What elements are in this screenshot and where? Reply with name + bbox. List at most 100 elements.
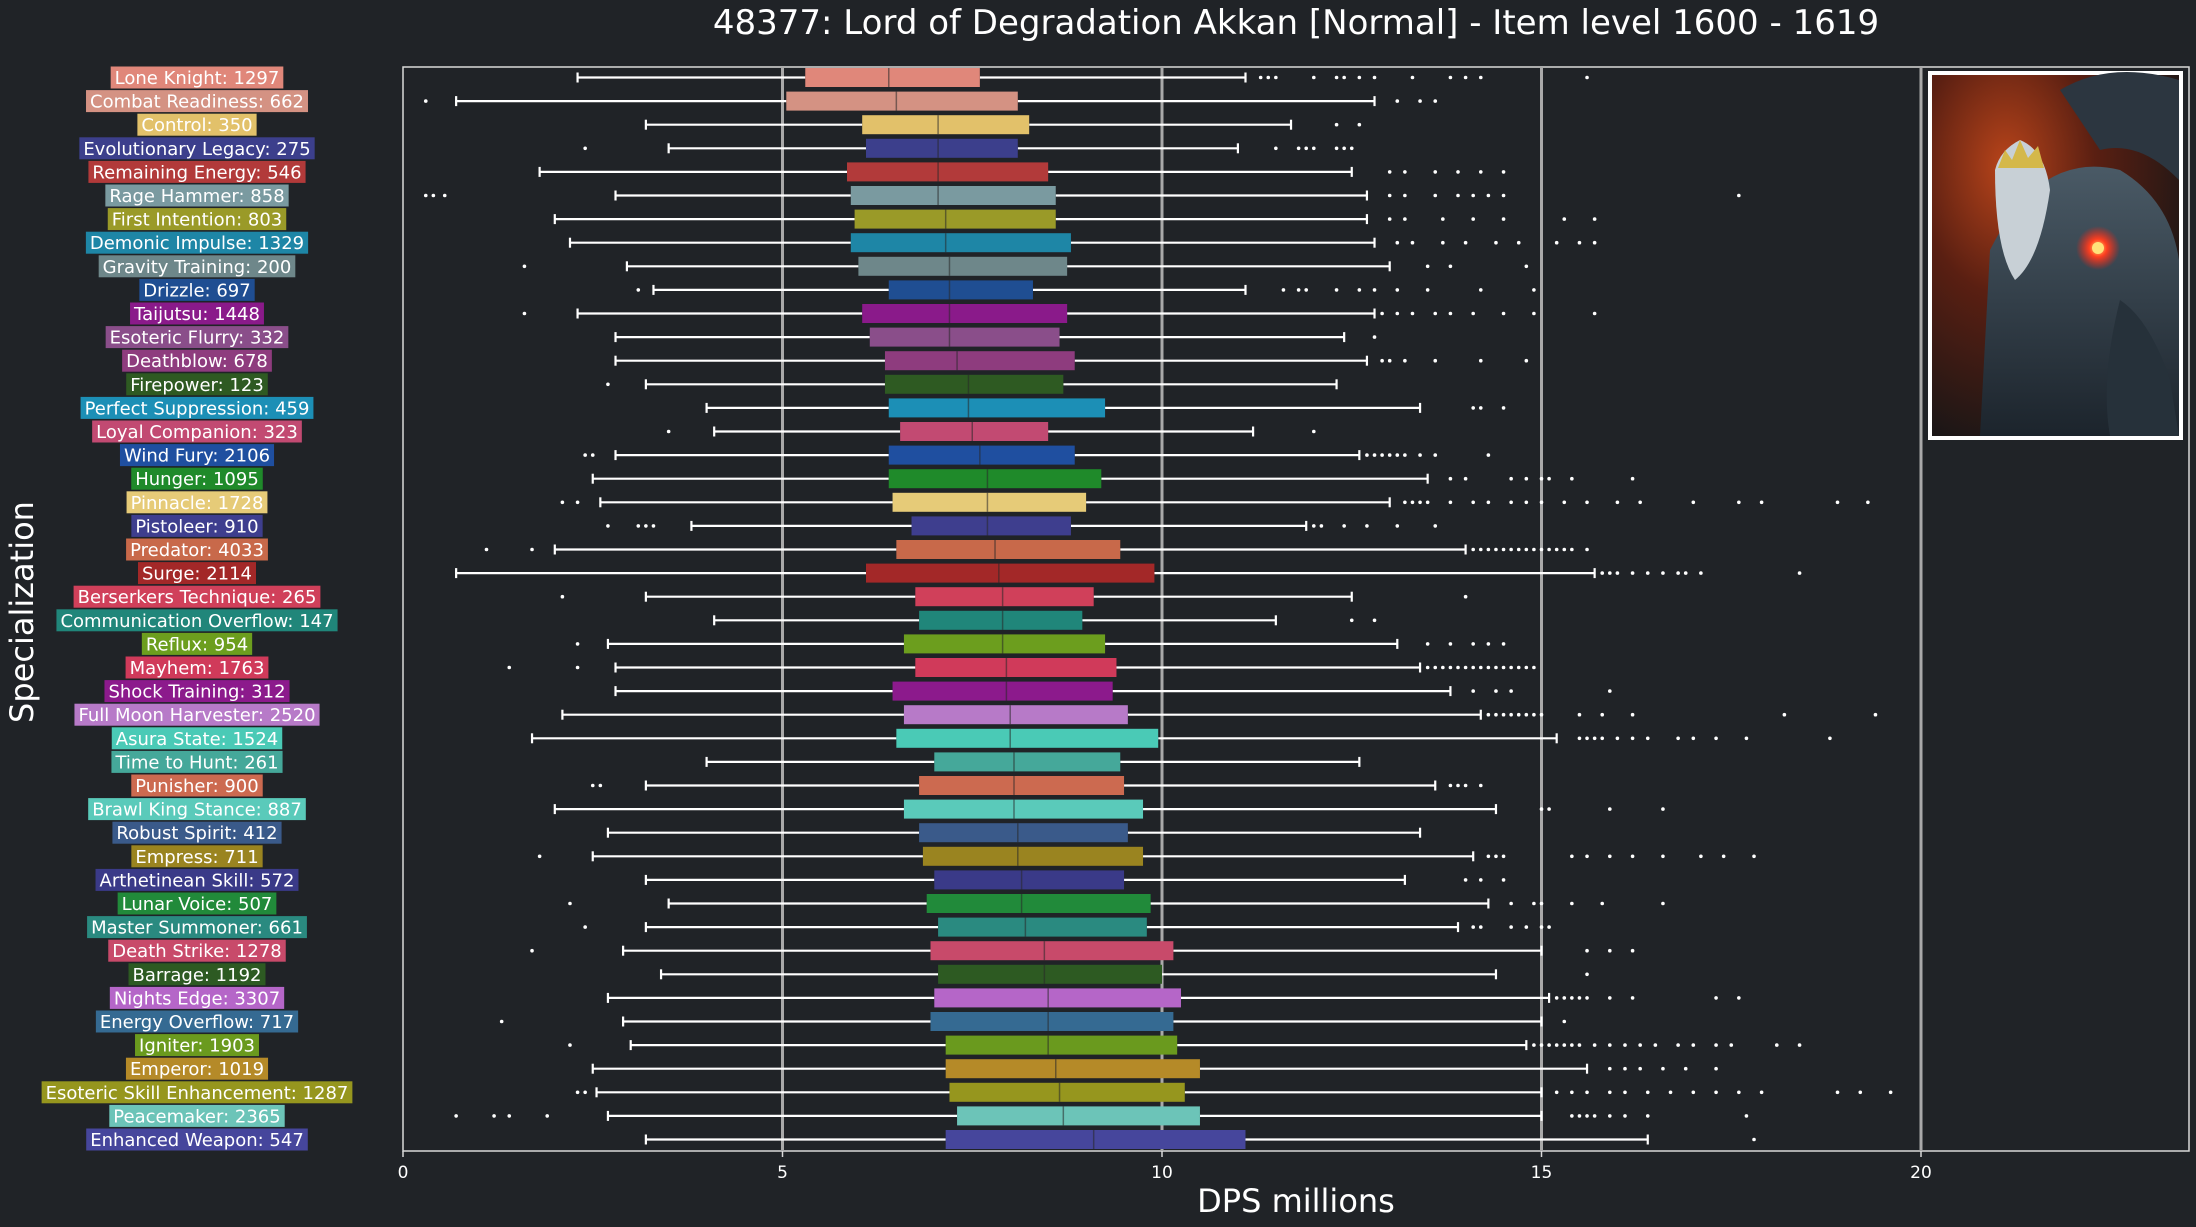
category-label-bg [73, 585, 321, 608]
outlier-point [1387, 358, 1392, 363]
category-label-text: Pinnacle: 1728 [131, 493, 264, 514]
category-label-text: Enhanced Weapon: 547 [90, 1130, 304, 1151]
outlier-point [1471, 925, 1475, 929]
outlier-point [1774, 1043, 1779, 1047]
outlier-point [1312, 429, 1316, 434]
outlier-point [1539, 901, 1544, 906]
outlier-point [1304, 288, 1309, 292]
outlier-point [1623, 1090, 1627, 1095]
category-label-bg [104, 680, 290, 703]
box-row [561, 705, 1878, 725]
outlier-point [423, 99, 428, 103]
iqr-box [934, 870, 1125, 890]
box-row [614, 351, 1529, 371]
category-label-bg [122, 349, 272, 372]
outlier-point [575, 500, 580, 505]
category-label-bg [125, 656, 269, 679]
iqr-box [892, 681, 1113, 701]
outlier-point [651, 524, 656, 528]
outlier-point [1744, 1114, 1749, 1118]
outlier-point [1608, 948, 1612, 953]
outlier-point [1342, 146, 1346, 151]
outlier-point [1478, 170, 1483, 174]
category-label: Brawl King Stance: 887 [88, 798, 306, 821]
outlier-point [1425, 665, 1430, 670]
outlier-point [1509, 476, 1513, 481]
outlier-point [1380, 358, 1384, 363]
outlier-point [1608, 571, 1612, 575]
category-label-bg [80, 396, 314, 419]
category-label: Lone Knight: 1297 [110, 66, 284, 89]
outlier-point [1471, 547, 1475, 552]
category-label-text: Mayhem: 1763 [130, 658, 265, 679]
outlier-point [1577, 712, 1582, 717]
outlier-point [1395, 453, 1400, 457]
category-label-bg [98, 255, 296, 278]
box-row [666, 422, 1316, 441]
outlier-point [1585, 736, 1589, 741]
outlier-point [1365, 453, 1369, 457]
box-row [530, 941, 1635, 961]
category-label-bg [108, 939, 286, 962]
outlier-point [1645, 1114, 1650, 1118]
outlier-point [1349, 618, 1354, 623]
box-row [644, 870, 1506, 890]
outlier-point [1592, 736, 1597, 741]
outlier-point [568, 1043, 572, 1047]
category-label: Full Moon Harvester: 2520 [74, 703, 320, 726]
outlier-point [1304, 146, 1309, 151]
box-row [575, 1082, 1893, 1102]
iqr-box [934, 988, 1181, 1008]
outlier-point [1509, 500, 1513, 505]
outlier-point [1630, 854, 1635, 859]
outlier-point [1668, 1090, 1673, 1095]
outlier-point [1501, 642, 1506, 646]
outlier-point [1638, 1043, 1642, 1047]
outlier-point [1532, 311, 1536, 316]
outlier-point [1585, 854, 1589, 859]
outlier-point [1410, 75, 1415, 80]
category-label-bg [117, 892, 277, 915]
box-row [713, 610, 1377, 630]
outlier-point [598, 783, 603, 788]
outlier-point [1585, 972, 1589, 977]
category-label: Remaining Energy: 546 [88, 160, 306, 183]
category-label: Igniter: 1903 [135, 1034, 259, 1057]
category-label-bg [137, 113, 257, 136]
outlier-point [1524, 547, 1529, 552]
category-label-bg [110, 66, 284, 89]
box-row [591, 1059, 1718, 1079]
outlier-point [1714, 1043, 1718, 1047]
outlier-point [583, 925, 587, 929]
outlier-point [1410, 500, 1415, 505]
outlier-point [1456, 665, 1460, 670]
outlier-point [1570, 901, 1574, 906]
category-label-text: Loyal Companion: 323 [96, 422, 298, 443]
outlier-point [1403, 170, 1407, 174]
outlier-point [1471, 665, 1475, 670]
iqr-box [847, 162, 1049, 182]
outlier-point [1516, 712, 1521, 717]
outlier-point [1312, 75, 1316, 80]
outlier-point [507, 665, 512, 670]
iqr-box [903, 705, 1128, 725]
outlier-point [1418, 500, 1422, 505]
category-label-text: Gravity Training: 200 [103, 257, 292, 278]
outlier-point [1577, 240, 1582, 245]
outlier-point [1312, 146, 1316, 151]
outlier-point [1334, 122, 1339, 127]
category-label-bg [131, 514, 263, 537]
outlier-point [1410, 311, 1415, 316]
outlier-point [1554, 1043, 1559, 1047]
outlier-point [1539, 712, 1544, 717]
iqr-box [858, 256, 1068, 276]
box-row [576, 68, 1589, 87]
category-label-bg [105, 184, 289, 207]
outlier-point [590, 453, 595, 457]
outlier-point [1554, 996, 1559, 1000]
outlier-point [1683, 571, 1688, 575]
box-row [530, 728, 1832, 748]
outlier-point [1433, 358, 1438, 363]
outlier-point [1478, 288, 1483, 292]
outlier-point [1425, 500, 1430, 505]
